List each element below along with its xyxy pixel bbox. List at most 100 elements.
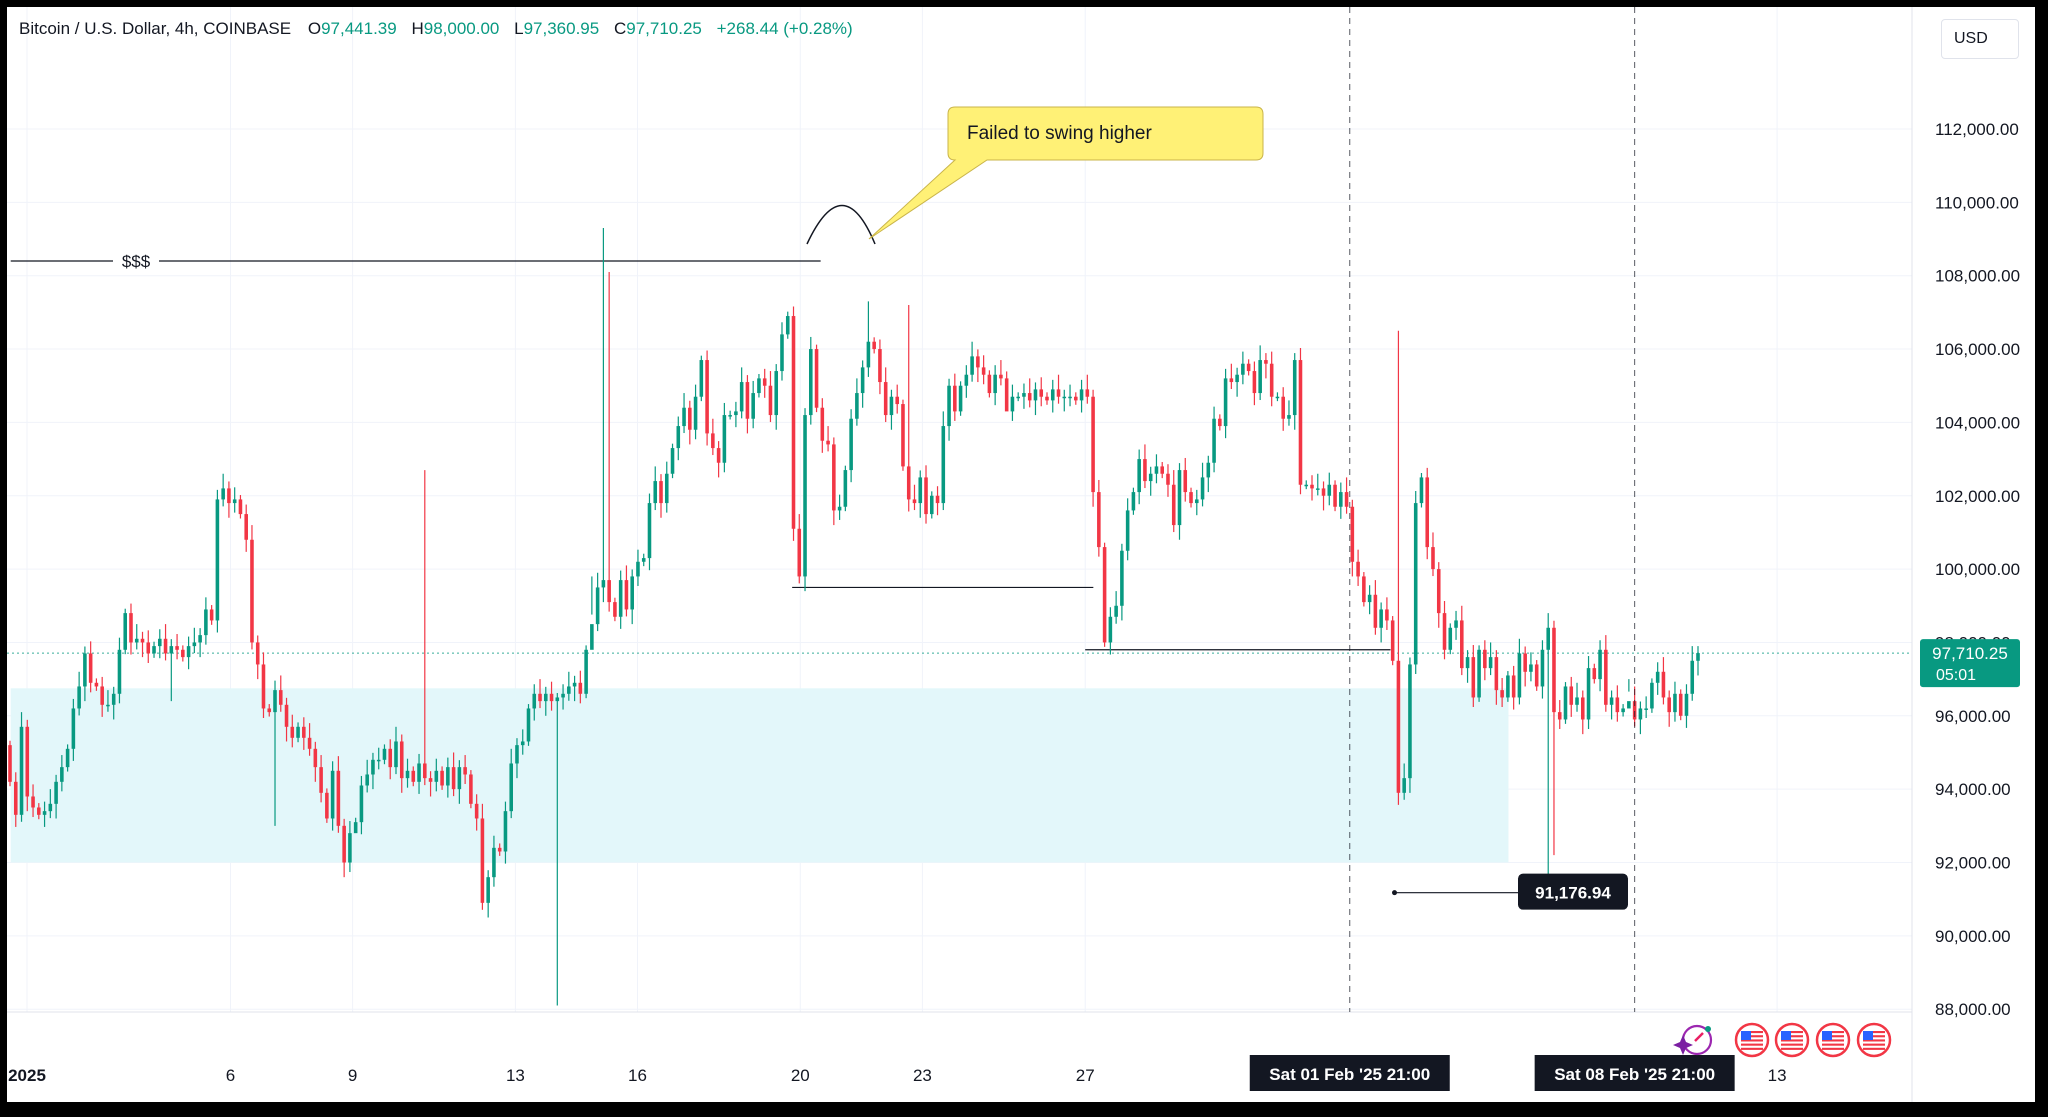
candle-body	[1287, 415, 1291, 419]
candle	[399, 734, 404, 793]
candle-body	[1673, 693, 1677, 713]
candle-body	[958, 385, 963, 412]
candle	[1569, 676, 1574, 717]
candle-body	[399, 741, 404, 779]
callout-bubble[interactable]: Failed to swing higher	[868, 106, 1264, 240]
candle	[336, 756, 341, 833]
candle-body	[895, 396, 899, 405]
candle	[1436, 562, 1441, 628]
candle	[1379, 602, 1383, 643]
candle	[1367, 585, 1372, 615]
candle-body	[981, 367, 986, 375]
candle-body	[175, 646, 179, 650]
candle-body	[1385, 609, 1389, 621]
candle-body	[1183, 470, 1188, 493]
us-flag-icon[interactable]	[1774, 1022, 1810, 1058]
sparkle-icon[interactable]	[1673, 1024, 1713, 1056]
last-price-tag[interactable]: 97,710.25 05:01	[1920, 639, 2020, 688]
candle	[428, 771, 433, 797]
candle	[578, 670, 583, 704]
candle	[1258, 345, 1262, 401]
candle	[785, 311, 790, 339]
candle	[1074, 392, 1078, 405]
candle	[1010, 384, 1015, 421]
candle	[359, 775, 364, 835]
us-flag-icon[interactable]	[1734, 1022, 1770, 1058]
candlestick-chart[interactable]: $$$ 91,176.94 Failed to swing higher 88,0…	[7, 7, 2035, 1102]
chart-area[interactable]: Bitcoin / U.S. Dollar, 4h, COINBASE O97,…	[7, 7, 2035, 1102]
crosshair-time-label[interactable]: Sat 01 Feb '25 21:00	[1249, 1055, 1450, 1091]
candle-body	[1448, 627, 1453, 650]
candle	[198, 628, 202, 658]
us-flag-icon[interactable]	[1815, 1022, 1851, 1058]
bar-countdown: 05:01	[1936, 667, 1976, 684]
candle-body	[901, 404, 905, 467]
candle	[111, 686, 116, 720]
candle-body	[1517, 653, 1522, 698]
candle	[77, 671, 81, 716]
candle	[451, 752, 456, 797]
candle-body	[549, 693, 554, 702]
candle	[872, 337, 876, 354]
x-tick-text: 6	[226, 1066, 235, 1085]
candle	[1604, 635, 1608, 712]
candle	[1546, 613, 1550, 892]
candle	[290, 714, 295, 748]
candle	[175, 634, 179, 660]
candle-body	[1563, 686, 1568, 720]
candle-body	[221, 488, 225, 500]
candle	[1540, 640, 1545, 699]
candle	[1690, 646, 1695, 701]
candle-body	[659, 481, 663, 504]
candle	[1102, 542, 1107, 647]
candle-body	[976, 356, 980, 368]
candle	[1143, 444, 1147, 489]
candle-body	[1218, 418, 1222, 427]
time-axis[interactable]: 2025 6 9 13 16 20 23 27 13 Sat 01 Feb '25 21:00 Sa…	[8, 1055, 1787, 1091]
candle	[826, 426, 830, 452]
candle	[543, 686, 548, 716]
candle	[1500, 678, 1504, 707]
candle	[1039, 377, 1044, 407]
candle	[1045, 392, 1049, 405]
candle	[636, 549, 640, 586]
demand-zone-layer	[10, 688, 1509, 863]
candle	[457, 760, 462, 804]
candle	[630, 569, 634, 625]
candle	[1684, 684, 1689, 728]
candle	[999, 360, 1003, 386]
candle-body	[1171, 484, 1176, 526]
candle	[820, 398, 825, 453]
candle-body	[1321, 488, 1326, 496]
bottom-icons	[1673, 1022, 1892, 1058]
candle-body	[469, 774, 473, 804]
candle-body	[618, 580, 623, 617]
us-flag-icon[interactable]	[1856, 1022, 1892, 1058]
candle	[716, 441, 721, 478]
candle-body	[25, 726, 30, 797]
candle-body	[1408, 664, 1412, 779]
candle	[1488, 642, 1493, 676]
candle-body	[238, 499, 243, 515]
candle-body	[1367, 594, 1372, 603]
candle-body	[889, 396, 894, 416]
price-axis[interactable]: 88,000.00 90,000.00 92,000.00 94,000.00 96,0…	[1920, 120, 2020, 1019]
candle-body	[843, 470, 848, 507]
candle-body	[866, 341, 871, 368]
candle	[1315, 473, 1320, 496]
flag-stripe	[1781, 1035, 1803, 1038]
close-label: C	[613, 19, 627, 38]
candle-body	[832, 444, 836, 511]
candle	[342, 818, 346, 878]
crosshair-time-label[interactable]: Sat 08 Feb '25 21:00	[1534, 1055, 1735, 1091]
currency-button[interactable]: USD	[1941, 19, 2019, 59]
candle	[1241, 351, 1245, 385]
candle-body	[65, 748, 70, 768]
candle-body	[1632, 701, 1637, 720]
candle	[711, 418, 715, 456]
candle	[1408, 657, 1412, 793]
candle	[37, 803, 41, 820]
candle-body	[1523, 653, 1527, 672]
candle-body	[48, 803, 53, 812]
candle-body	[1678, 693, 1683, 716]
